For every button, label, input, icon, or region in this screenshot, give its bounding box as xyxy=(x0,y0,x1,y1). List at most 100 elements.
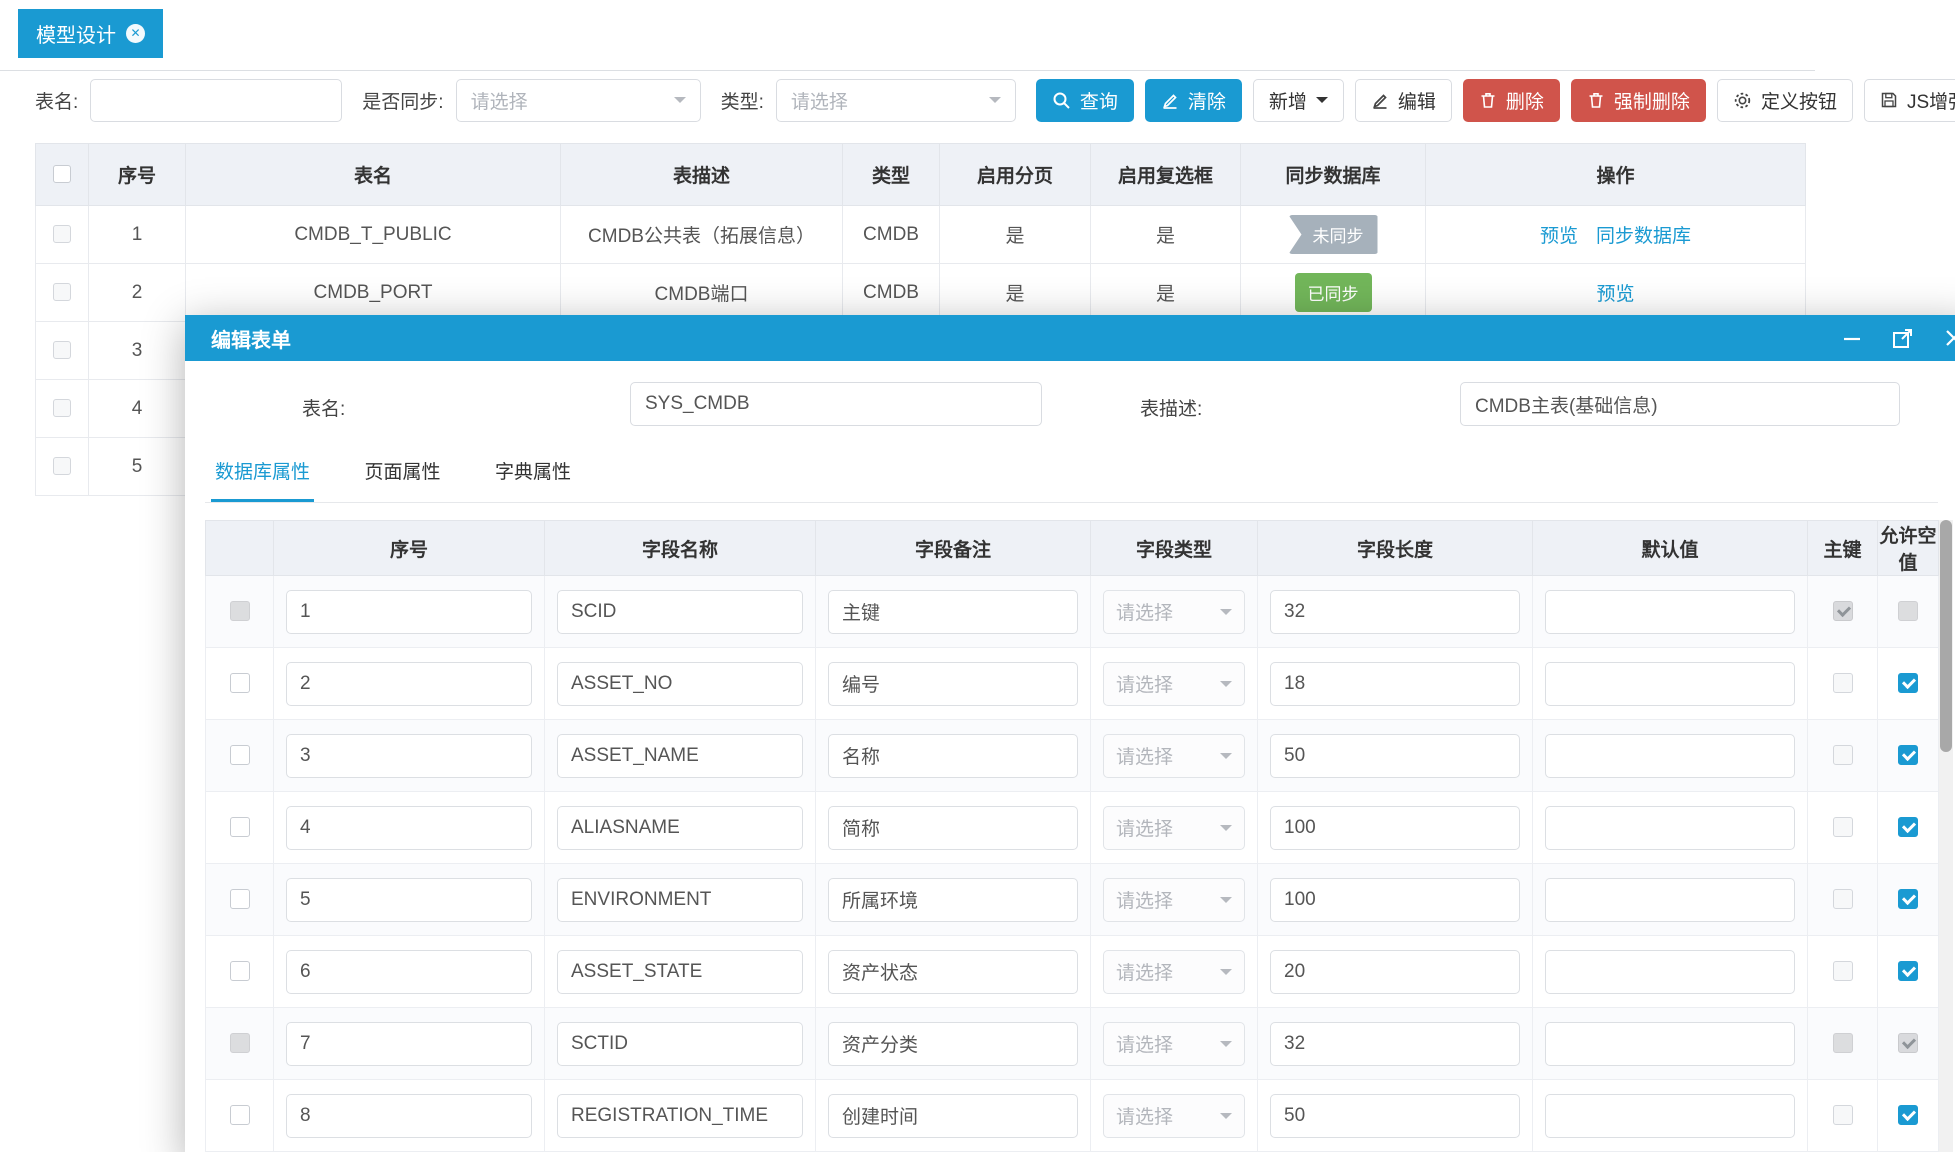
field-comment-input[interactable] xyxy=(828,805,1078,850)
primary-key-checkbox[interactable] xyxy=(1832,673,1853,694)
row-checkbox[interactable] xyxy=(53,225,71,244)
field-default-input[interactable] xyxy=(1545,949,1795,994)
edit-button[interactable]: 编辑 xyxy=(1354,78,1452,122)
field-type-select[interactable]: 请选择 xyxy=(1103,733,1245,778)
field-type-placeholder: 请选择 xyxy=(1116,963,1174,984)
field-seq-input[interactable] xyxy=(286,949,532,994)
modal-table-desc-input[interactable] xyxy=(1460,382,1900,426)
allow-null-checkbox[interactable] xyxy=(1898,673,1918,694)
field-default-input[interactable] xyxy=(1545,805,1795,850)
select-all-checkbox[interactable] xyxy=(53,165,71,184)
field-name-input[interactable] xyxy=(557,877,803,922)
primary-key-checkbox[interactable] xyxy=(1832,889,1853,910)
define-button-button[interactable]: 定义按钮 xyxy=(1716,78,1853,122)
field-default-input[interactable] xyxy=(1545,1093,1795,1138)
row-checkbox[interactable] xyxy=(53,457,71,476)
field-type-select[interactable]: 请选择 xyxy=(1103,877,1245,922)
field-default-input[interactable] xyxy=(1545,1021,1795,1066)
field-type-select[interactable]: 请选择 xyxy=(1103,949,1245,994)
field-type-select[interactable]: 请选择 xyxy=(1103,805,1245,850)
row-checkbox[interactable] xyxy=(53,399,71,418)
field-default-input[interactable] xyxy=(1545,733,1795,778)
allow-null-checkbox[interactable] xyxy=(1898,745,1918,766)
field-seq-input[interactable] xyxy=(286,805,532,850)
add-button[interactable]: 新增 xyxy=(1252,78,1344,122)
field-name-input[interactable] xyxy=(557,1093,803,1138)
field-row-checkbox[interactable] xyxy=(229,673,250,694)
field-default-input[interactable] xyxy=(1545,877,1795,922)
js-enhance-button[interactable]: JS增强 xyxy=(1863,78,1955,122)
tab-page-properties[interactable]: 页面属性 xyxy=(364,462,441,483)
action-link[interactable]: 预览 xyxy=(1539,226,1578,247)
allow-null-checkbox[interactable] xyxy=(1898,817,1918,838)
field-name-input[interactable] xyxy=(557,733,803,778)
field-type-select[interactable]: 请选择 xyxy=(1103,1021,1245,1066)
field-row-checkbox[interactable] xyxy=(229,889,250,910)
sync-filter-select[interactable]: 请选择 xyxy=(455,78,701,122)
maximize-icon[interactable] xyxy=(1891,326,1915,350)
field-seq-input[interactable] xyxy=(286,589,532,634)
field-seq-input[interactable] xyxy=(286,661,532,706)
row-checkbox[interactable] xyxy=(53,283,71,302)
field-comment-input[interactable] xyxy=(828,877,1078,922)
force-delete-button[interactable]: 强制删除 xyxy=(1570,78,1706,122)
field-default-input[interactable] xyxy=(1545,589,1795,634)
field-length-input[interactable] xyxy=(1270,589,1520,634)
field-comment-input[interactable] xyxy=(828,733,1078,778)
field-length-input[interactable] xyxy=(1270,661,1520,706)
field-row-checkbox[interactable] xyxy=(229,745,250,766)
field-comment-input[interactable] xyxy=(828,949,1078,994)
field-name-input[interactable] xyxy=(557,1021,803,1066)
primary-key-checkbox[interactable] xyxy=(1832,1105,1853,1126)
table-name-input[interactable] xyxy=(90,78,343,122)
field-comment-input[interactable] xyxy=(828,1093,1078,1138)
field-type-select[interactable]: 请选择 xyxy=(1103,661,1245,706)
tab-close-icon[interactable]: ✕ xyxy=(126,24,145,43)
field-name-input[interactable] xyxy=(557,589,803,634)
minimize-icon[interactable] xyxy=(1840,326,1864,350)
field-name-input[interactable] xyxy=(557,949,803,994)
modal-header[interactable]: 编辑表单 xyxy=(185,315,1955,361)
field-length-input[interactable] xyxy=(1270,949,1520,994)
primary-key-checkbox[interactable] xyxy=(1832,961,1853,982)
field-row-checkbox[interactable] xyxy=(229,1105,250,1126)
field-name-input[interactable] xyxy=(557,805,803,850)
action-link[interactable]: 预览 xyxy=(1596,284,1635,305)
field-name-input[interactable] xyxy=(557,661,803,706)
field-length-input[interactable] xyxy=(1270,1093,1520,1138)
field-comment-input[interactable] xyxy=(828,589,1078,634)
field-comment-input[interactable] xyxy=(828,1021,1078,1066)
field-seq-input[interactable] xyxy=(286,1021,532,1066)
action-link[interactable]: 同步数据库 xyxy=(1596,226,1692,247)
field-comment-input[interactable] xyxy=(828,661,1078,706)
field-seq-input[interactable] xyxy=(286,877,532,922)
tab-database-properties[interactable]: 数据库属性 xyxy=(211,457,315,502)
delete-button[interactable]: 删除 xyxy=(1462,78,1560,122)
close-icon[interactable] xyxy=(1942,326,1955,350)
search-button[interactable]: 查询 xyxy=(1035,78,1134,122)
field-length-input[interactable] xyxy=(1270,733,1520,778)
field-length-input[interactable] xyxy=(1270,805,1520,850)
primary-key-checkbox[interactable] xyxy=(1832,745,1853,766)
field-type-select[interactable]: 请选择 xyxy=(1103,589,1245,634)
field-seq-input[interactable] xyxy=(286,1093,532,1138)
allow-null-checkbox[interactable] xyxy=(1898,1105,1918,1126)
field-type-select[interactable]: 请选择 xyxy=(1103,1093,1245,1138)
allow-null-checkbox[interactable] xyxy=(1898,889,1918,910)
tab-model-design[interactable]: 模型设计 ✕ xyxy=(18,9,163,58)
type-filter-select[interactable]: 请选择 xyxy=(775,78,1016,122)
clear-button[interactable]: 清除 xyxy=(1144,78,1242,122)
field-seq-input[interactable] xyxy=(286,733,532,778)
field-row-checkbox[interactable] xyxy=(229,817,250,838)
field-length-input[interactable] xyxy=(1270,877,1520,922)
scrollbar-thumb[interactable] xyxy=(1940,520,1952,752)
field-length-input[interactable] xyxy=(1270,1021,1520,1066)
row-checkbox[interactable] xyxy=(53,341,71,360)
primary-key-checkbox[interactable] xyxy=(1832,817,1853,838)
modal-table-name-input[interactable] xyxy=(630,382,1042,426)
field-row-checkbox[interactable] xyxy=(229,961,250,982)
allow-null-checkbox[interactable] xyxy=(1898,961,1918,982)
tab-dictionary-properties[interactable]: 字典属性 xyxy=(494,462,571,483)
field-default-input[interactable] xyxy=(1545,661,1795,706)
modal-scrollbar[interactable] xyxy=(1939,520,1953,1152)
